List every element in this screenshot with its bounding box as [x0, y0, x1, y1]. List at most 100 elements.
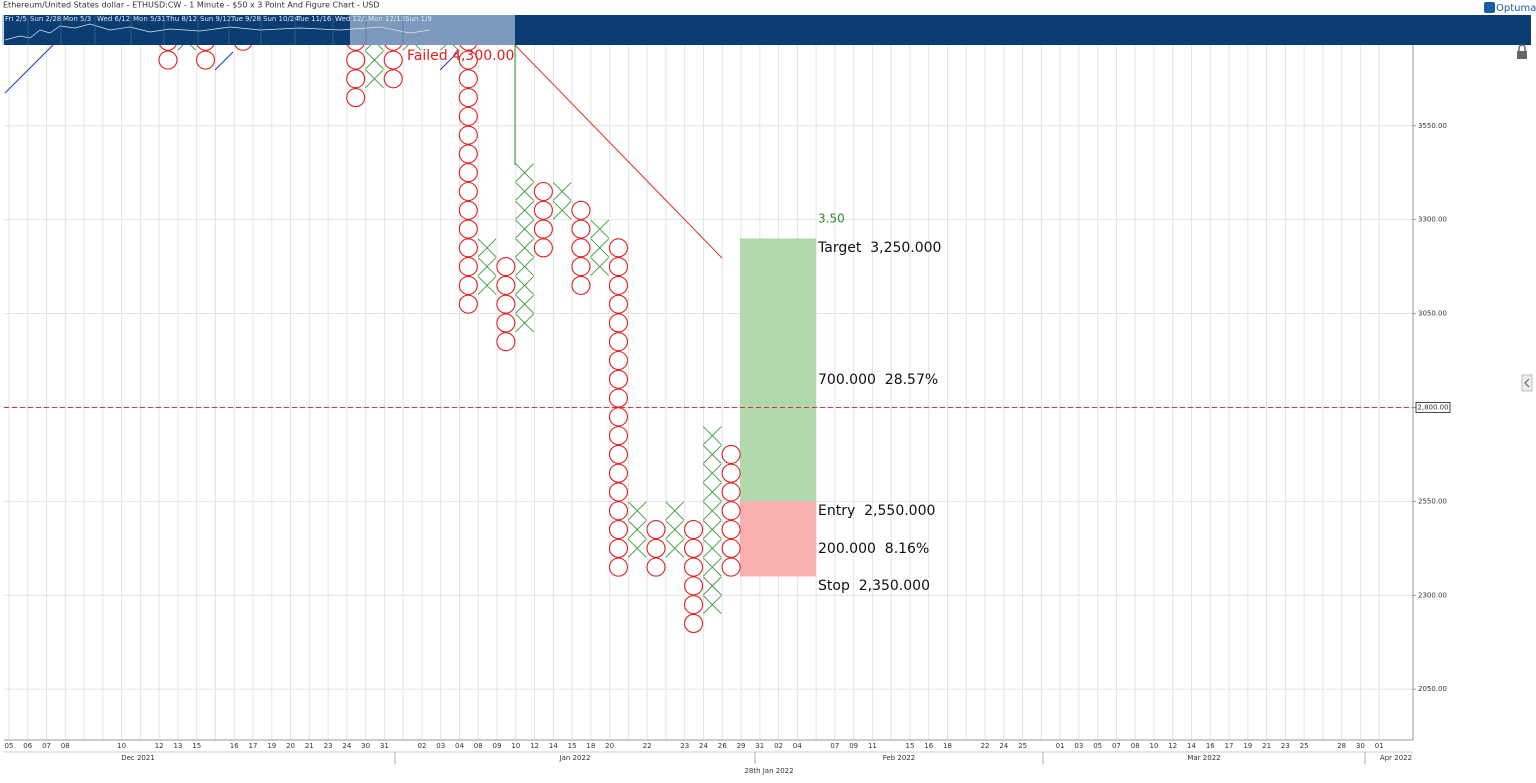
x-tick-label: 04 — [455, 742, 464, 750]
o-box — [721, 519, 741, 540]
lock-icon[interactable] — [1517, 44, 1527, 59]
o-column — [533, 181, 553, 258]
y-tick-label: 2550.00 — [1418, 497, 1447, 505]
o-box — [496, 313, 516, 333]
o-box — [608, 482, 629, 502]
x-box — [627, 538, 647, 558]
navigator-label: Mon 5/3 — [63, 15, 91, 23]
o-box — [571, 275, 591, 295]
o-box — [608, 501, 629, 521]
x-tick-label: 24 — [342, 742, 351, 750]
x-tick-label: 02 — [417, 742, 426, 750]
x-tick-label: 05 — [1093, 742, 1102, 750]
side-panel-toggle[interactable] — [1521, 374, 1533, 392]
o-box — [458, 144, 478, 164]
brand: Optuma — [1496, 3, 1536, 14]
navigator-sparkline — [4, 23, 431, 41]
trend-line — [514, 45, 723, 259]
o-box — [608, 257, 629, 277]
x-box — [702, 538, 722, 558]
chart-title: Ethereum/United States dollar - ETHUSD:C… — [3, 1, 380, 10]
x-tick-label: 28 — [1337, 742, 1346, 750]
o-box — [346, 88, 366, 108]
o-column — [496, 257, 516, 352]
o-box — [458, 200, 478, 220]
x-tick-label: 30 — [361, 742, 370, 750]
x-box — [515, 163, 534, 183]
x-box — [702, 482, 722, 502]
x-tick-label: 18 — [943, 742, 952, 750]
x-box — [627, 520, 647, 539]
y-tick-label: 3550.00 — [1418, 122, 1447, 130]
cursor-date: 28th Jan 2022 — [744, 767, 793, 775]
month-label: Apr 2022 — [1380, 754, 1412, 762]
navigator-labels: Fri 2/5 Sun 2/28 Mon 5/3 Wed 6/12 Mon 5/31 Th… — [2, 15, 432, 45]
x-box — [702, 426, 722, 445]
x-box — [477, 276, 497, 295]
x-box — [377, 45, 384, 51]
x-box — [665, 501, 685, 521]
x-tick-label: 14 — [1187, 742, 1196, 750]
x-tick-label: 19 — [267, 742, 276, 750]
o-column — [195, 45, 216, 70]
current-price-box — [1415, 401, 1451, 413]
x-box — [402, 45, 409, 51]
o-box — [683, 576, 704, 596]
x-box — [365, 50, 384, 70]
o-box — [608, 538, 629, 558]
x-column — [402, 45, 422, 51]
o-box — [608, 388, 629, 408]
x-tick-label: 13 — [173, 742, 182, 750]
x-tick-label: 16 — [1206, 742, 1215, 750]
o-box — [571, 200, 591, 220]
o-column — [458, 45, 478, 314]
o-box — [195, 50, 216, 70]
x-column — [177, 45, 197, 51]
x-box — [515, 313, 534, 333]
x-box — [552, 182, 572, 201]
o-box — [533, 219, 553, 239]
o-box — [608, 350, 629, 371]
x-box — [590, 257, 610, 276]
o-box — [496, 257, 516, 277]
o-box — [496, 332, 516, 352]
o-box — [571, 257, 591, 277]
stop-label: Stop 2,350.000 — [818, 578, 930, 594]
o-column — [346, 45, 366, 108]
target-label: Target 3,250.000 — [817, 240, 941, 256]
o-box — [458, 275, 478, 295]
x-tick-label: 16 — [230, 742, 239, 750]
o-box — [458, 106, 478, 126]
x-box — [702, 463, 722, 483]
x-column — [477, 238, 497, 295]
o-box — [383, 69, 403, 89]
navigator-label: Sun 10/24 — [263, 15, 299, 23]
o-box — [608, 275, 629, 295]
x-tick-label: 01 — [1375, 742, 1384, 750]
x-box — [590, 238, 610, 258]
x-box — [440, 45, 447, 51]
o-box — [608, 294, 629, 314]
navigator-label: Sun 1/9 — [405, 15, 432, 23]
x-box — [477, 257, 497, 276]
x-tick-label: 05 — [5, 742, 14, 750]
reward-label: 700.000 28.57% — [818, 372, 938, 388]
x-tick-label: 19 — [1243, 742, 1252, 750]
o-box — [571, 219, 591, 239]
x-tick-label: 15 — [568, 742, 577, 750]
o-column — [234, 45, 252, 51]
navigator-label: Wed 6/12 — [97, 15, 130, 23]
x-tick-label: 03 — [1074, 742, 1083, 750]
x-tick-label: 23 — [680, 742, 689, 750]
o-box — [721, 463, 741, 483]
o-box — [608, 407, 629, 427]
x-box — [515, 182, 534, 201]
navigator-label: Tue 11/16 — [296, 15, 332, 23]
reward-zone — [740, 238, 816, 502]
o-column — [646, 519, 666, 577]
x-box — [365, 45, 372, 51]
trend-line — [439, 51, 459, 71]
chevron — [1524, 378, 1530, 388]
